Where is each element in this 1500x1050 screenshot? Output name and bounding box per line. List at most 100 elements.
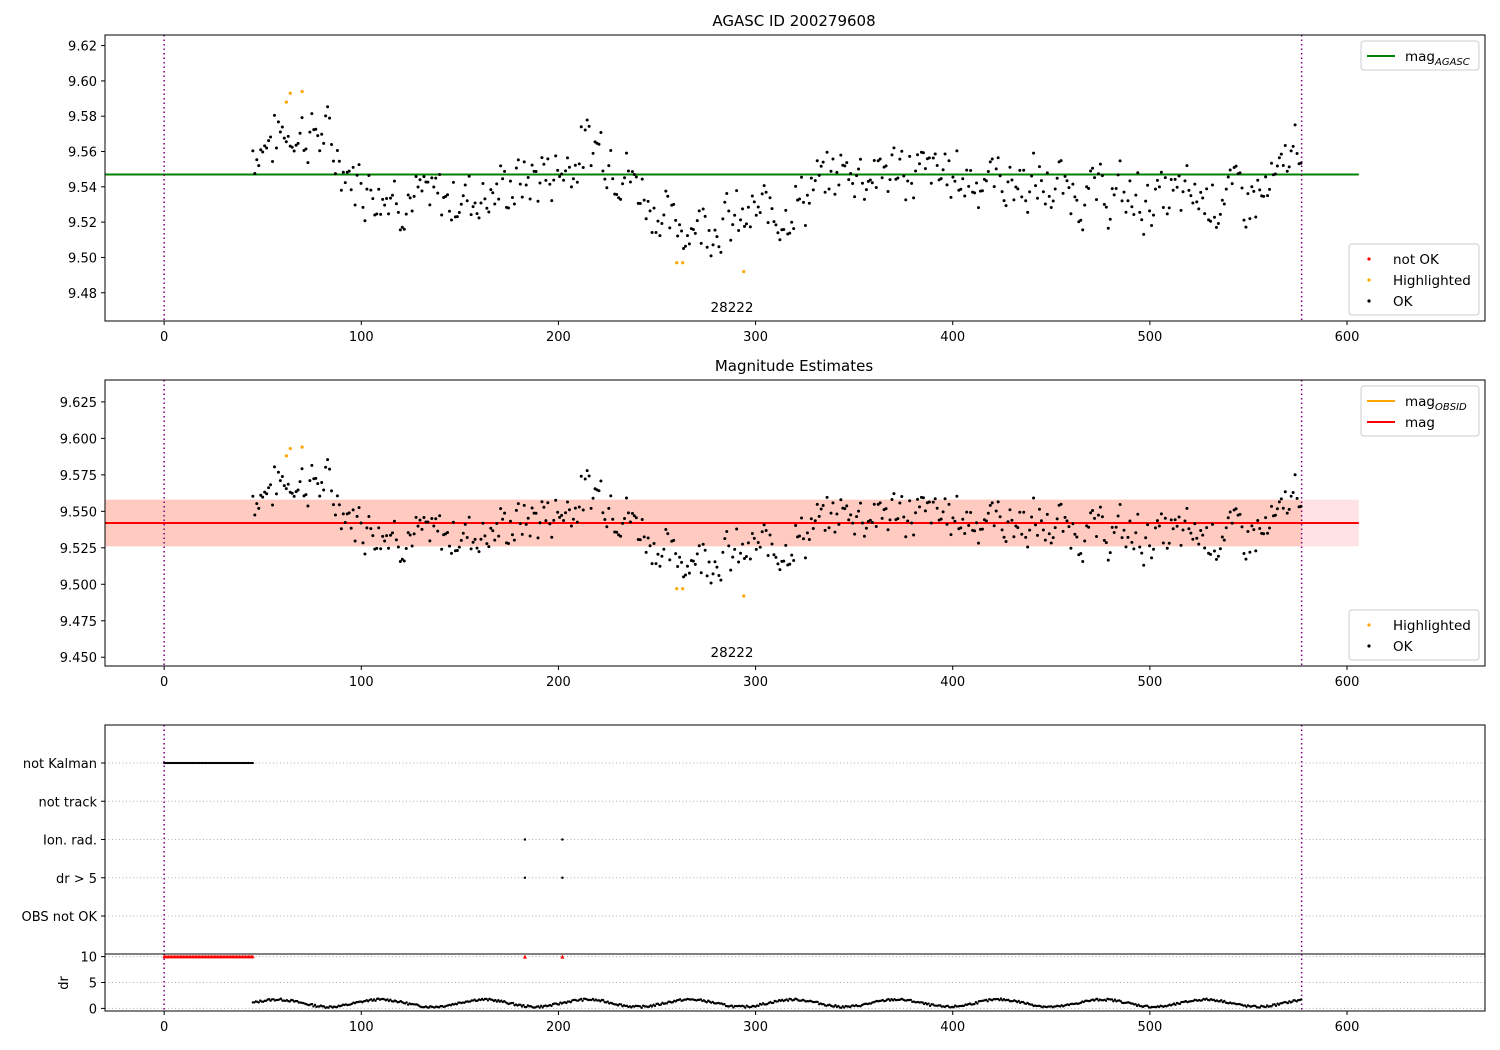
panel-magnitude-point-ok	[351, 508, 355, 512]
panel-agasc-point-ok	[884, 164, 888, 168]
panel-magnitude-point-ok	[499, 507, 503, 511]
panel-magnitude-point-ok	[560, 513, 564, 517]
panel-agasc-point-ok	[363, 219, 367, 223]
panel-agasc-point-ok	[632, 173, 636, 177]
panel-agasc-point-ok	[770, 207, 774, 211]
panel-agasc-point-ok	[387, 212, 391, 216]
panel-magnitude-point-ok	[980, 527, 984, 531]
panel-dr-xtick-label: 300	[743, 1020, 768, 1035]
panel-magnitude-point-ok	[1177, 515, 1181, 519]
panel-agasc-point-ok	[1022, 168, 1026, 172]
panel-agasc-point-ok	[1132, 213, 1136, 217]
panel-agasc-point-ok	[707, 228, 711, 232]
panel-agasc-point-ok	[276, 120, 280, 124]
panel-agasc-point-ok	[672, 202, 676, 206]
panel-agasc-ytick-label: 9.48	[68, 287, 97, 302]
panel-agasc-point-ok	[381, 197, 385, 201]
panel-agasc-point-ok	[359, 181, 363, 185]
panel-magnitude-point-ok	[467, 515, 471, 519]
panel-magnitude-point-ok	[383, 539, 387, 543]
panel-magnitude-point-ok	[406, 531, 410, 535]
panel-agasc-legend	[1360, 40, 1480, 71]
panel-magnitude-point-ok	[1106, 558, 1110, 562]
panel-agasc-point-ok	[493, 202, 497, 206]
panel-agasc-xtick-label: 100	[349, 330, 374, 345]
panel-agasc-point-ok	[1100, 174, 1104, 178]
panel-agasc-point-ok	[507, 206, 511, 210]
panel-agasc-point-ok	[251, 149, 255, 153]
panel-agasc-point-ok	[910, 181, 914, 185]
panel-magnitude-point-ok	[943, 497, 947, 501]
panel-magnitude-point-ok	[1240, 525, 1244, 529]
panel-magnitude-point-ok	[1146, 523, 1150, 527]
panel-agasc-point-ok	[375, 212, 379, 216]
panel-magnitude-point-ok	[666, 532, 670, 536]
panel-agasc-point-ok	[1118, 159, 1122, 163]
panel-agasc-point-ok	[609, 149, 613, 153]
panel-dr-point	[405, 1001, 408, 1004]
panel-agasc-point-ok	[1065, 179, 1069, 183]
panel-agasc-point-ok	[624, 151, 628, 155]
panel-agasc-point-ok	[892, 146, 896, 150]
panel-magnitude-point-ok	[1262, 532, 1266, 536]
panel-magnitude-point-ok	[416, 524, 420, 528]
panel-agasc-point-ok	[1169, 178, 1173, 182]
panel-agasc-point-ok	[788, 231, 792, 235]
panel-agasc-point-ok	[292, 149, 296, 153]
panel-magnitude-point-ok	[1218, 547, 1222, 551]
panel-magnitude-point-ok	[803, 556, 807, 560]
panel-agasc-point-ok	[744, 222, 748, 226]
panel-agasc-point-ok	[469, 213, 473, 217]
panel-agasc-point-ok	[1193, 182, 1197, 186]
panel-agasc-point-ok	[1069, 212, 1073, 216]
panel-agasc-point-ok	[420, 189, 424, 193]
panel-agasc-point-ok	[404, 212, 408, 216]
panel-dr-point	[665, 1002, 669, 1005]
panel-magnitude-point-ok	[1203, 546, 1207, 550]
panel-magnitude-point-ok	[314, 476, 318, 480]
panel-magnitude-point-ok	[687, 571, 691, 575]
panel-agasc-point-ok	[324, 114, 328, 118]
panel-agasc-point-ok	[652, 206, 656, 210]
panel-magnitude-point-ok	[1226, 516, 1230, 520]
panel-agasc-point-ok	[896, 176, 900, 180]
panel-magnitude-point-ok	[418, 518, 422, 522]
panel-magnitude-point-ok	[554, 498, 558, 502]
panel-agasc-point-ok	[1026, 210, 1030, 214]
panel-agasc-point-ok	[599, 130, 603, 134]
panel-magnitude-point-ok	[843, 507, 847, 511]
panel-agasc-point-ok	[607, 164, 611, 168]
panel-dr-point	[952, 1006, 955, 1009]
panel-agasc-point-ok	[1030, 174, 1034, 178]
panel-dr-point	[1274, 1004, 1278, 1008]
panel-magnitude-point-ok	[446, 530, 450, 534]
panel-dr-point	[927, 1002, 930, 1005]
panel-agasc-point-ok	[1045, 171, 1049, 175]
panel-magnitude-ytick-label: 9.525	[60, 542, 97, 557]
panel-agasc-point-ok	[626, 169, 630, 173]
panel-agasc-point-ok	[1063, 174, 1067, 178]
panel-agasc-point-ok	[748, 225, 752, 229]
panel-agasc-point-ok	[851, 182, 855, 186]
panel-dr-point	[591, 997, 595, 1001]
panel-magnitude-point-ok	[347, 511, 351, 515]
panel-magnitude-point-ok	[1030, 515, 1034, 519]
panel-agasc-point-ok	[640, 177, 644, 181]
panel-agasc-point-ok	[976, 206, 980, 210]
panel-magnitude-point-ok	[731, 555, 735, 559]
panel-magnitude-point-ok	[878, 501, 882, 505]
panel-magnitude-point-ok	[371, 534, 375, 538]
panel-agasc-point-ok	[1238, 171, 1242, 175]
panel-agasc-point-ok	[282, 136, 286, 140]
panel-magnitude-point-ok	[1279, 497, 1283, 501]
panel-agasc-point-ok	[1222, 202, 1226, 206]
panel-agasc-point-ok	[965, 168, 969, 172]
panel-agasc-legend-dot	[1367, 278, 1371, 282]
panel-dr-point	[1110, 998, 1114, 1001]
panel-agasc-point-ok	[992, 185, 996, 189]
panel-agasc-point-ok	[267, 139, 271, 143]
panel-agasc-point-ok	[495, 182, 499, 186]
panel-agasc-point-ok	[577, 162, 581, 166]
panel-magnitude-point-ok	[1246, 530, 1250, 534]
panel-agasc-ytick-label: 9.52	[68, 216, 97, 231]
